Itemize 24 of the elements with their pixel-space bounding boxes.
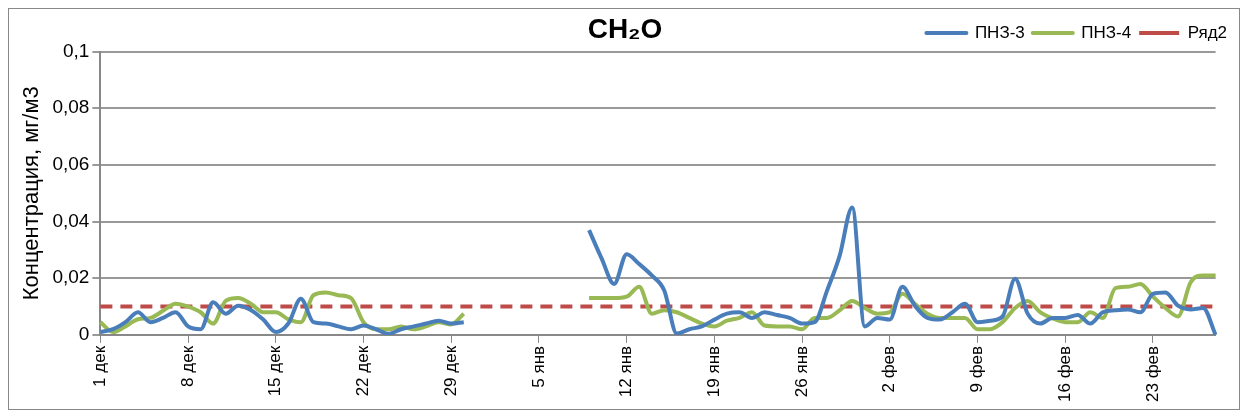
y-tick-label: 0,04 [52,209,90,231]
x-tick-label: 22 дек [353,345,373,397]
y-axis-title: Концентрация, мг/м3 [18,86,44,301]
y-tick-label: 0,1 [62,39,90,61]
x-tick-label: 1 дек [90,345,110,387]
x-tick-label: 8 дек [177,345,197,387]
legend-label: ПНЗ-4 [1081,22,1132,42]
y-tick-label: 0,06 [52,153,90,175]
x-tick-label: 23 фев [1142,345,1162,402]
x-tick-label: 12 янв [616,345,636,398]
x-tick-label: 26 янв [791,345,811,398]
x-tick-label: 5 янв [528,345,548,388]
legend-label: Ряд2 [1187,22,1228,42]
y-tick-label: 0,08 [52,96,90,118]
y-tick-label: 0,02 [52,266,90,288]
x-tick-label: 16 фев [1054,345,1074,402]
x-tick-label: 15 дек [265,345,285,397]
x-tick-label: 29 дек [440,345,460,397]
legend-label: ПНЗ-3 [974,22,1025,42]
x-tick-label: 2 фев [879,345,899,393]
x-tick-label: 19 янв [704,345,724,398]
chart-title: CH₂O [587,12,663,44]
y-tick-label: 0 [78,323,90,345]
x-tick-label: 9 фев [967,345,987,393]
